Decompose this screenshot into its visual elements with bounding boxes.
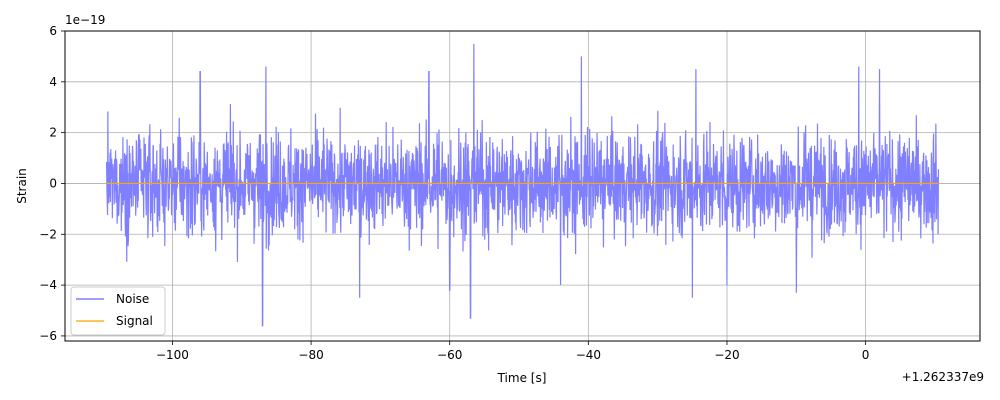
x-axis-label: Time [s] xyxy=(497,371,547,385)
y-tick-label: −4 xyxy=(39,278,57,292)
y-tick-label: −6 xyxy=(39,329,57,343)
x-tick-label: 0 xyxy=(862,348,870,362)
x-tick-label: −40 xyxy=(576,348,601,362)
x-tick-label: −100 xyxy=(156,348,189,362)
noise-series xyxy=(105,43,940,327)
y-tick-label: 0 xyxy=(49,176,57,190)
noise-line xyxy=(105,43,940,327)
y-tick-label: 6 xyxy=(49,24,57,38)
y-axis-label: Strain xyxy=(15,168,29,204)
plot-frame xyxy=(64,30,981,342)
x-offset-text: +1.262337e9 xyxy=(902,370,984,384)
x-tick-label: −60 xyxy=(437,348,462,362)
y-exponent-text: 1e−19 xyxy=(65,13,105,27)
y-tick-label: 4 xyxy=(49,75,57,89)
x-tick-label: −20 xyxy=(714,348,739,362)
y-tick-label: −2 xyxy=(39,227,57,241)
legend: Noise Signal xyxy=(70,286,166,336)
x-tick-label: −80 xyxy=(298,348,323,362)
legend-noise-label: Noise xyxy=(116,292,149,306)
legend-signal-label: Signal xyxy=(116,314,153,328)
y-tick-label: 2 xyxy=(49,126,57,140)
